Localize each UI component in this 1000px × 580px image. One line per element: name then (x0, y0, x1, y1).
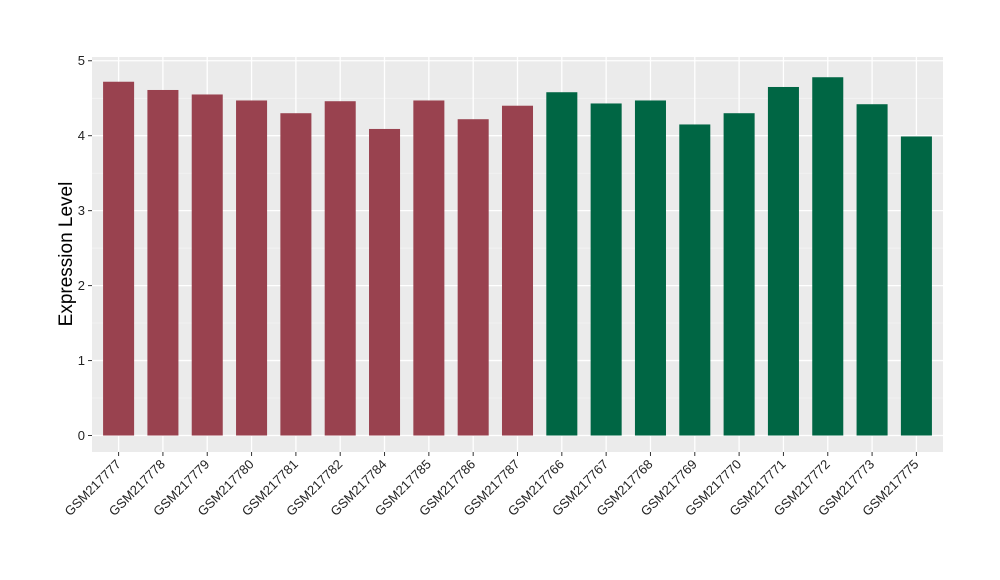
bar-GSM217785 (413, 100, 445, 436)
y-tick-label: 4 (78, 128, 85, 143)
bar-GSM217778 (147, 89, 179, 436)
bar-GSM217773 (856, 104, 888, 436)
y-tick-label: 3 (78, 203, 85, 218)
bar-GSM217771 (767, 86, 799, 436)
bar-GSM217784 (369, 128, 401, 436)
y-axis-title: Expression Level (56, 182, 77, 327)
y-tick-label: 0 (78, 428, 85, 443)
bar-GSM217787 (501, 105, 534, 436)
bar-GSM217770 (723, 113, 755, 436)
y-tick-label: 1 (78, 353, 85, 368)
bar-GSM217781 (280, 113, 312, 436)
bar-GSM217767 (590, 103, 622, 436)
bars (103, 77, 932, 436)
bar-GSM217775 (900, 136, 932, 436)
bar-GSM217782 (324, 101, 356, 436)
bar-GSM217779 (191, 94, 223, 436)
bar-GSM217766 (546, 92, 578, 436)
bar-GSM217769 (679, 124, 711, 436)
y-tick-label: 2 (78, 278, 85, 293)
bar-GSM217772 (812, 77, 844, 436)
y-tick-label: 5 (78, 53, 85, 68)
bar-GSM217786 (457, 119, 489, 436)
bar-GSM217768 (634, 100, 666, 436)
y-axis: 0 1 2 3 4 5 (78, 53, 92, 443)
bar-GSM217780 (236, 100, 268, 436)
bar-GSM217777 (103, 81, 135, 436)
x-axis: GSM217777GSM217778GSM217779GSM217780GSM2… (61, 452, 922, 519)
